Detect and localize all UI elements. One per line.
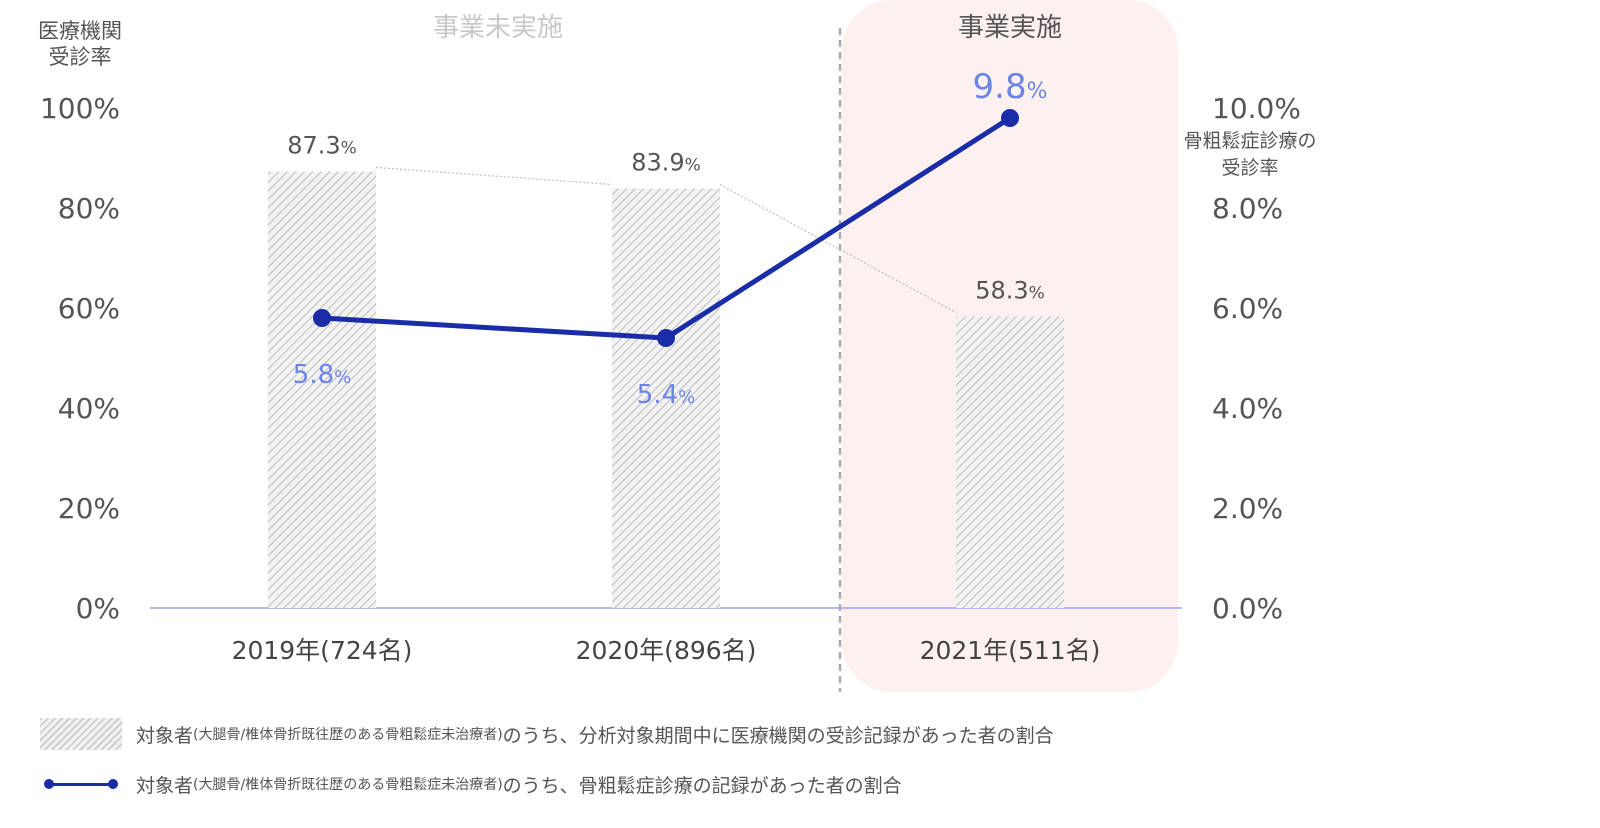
x-tick-label: 2019年(724名) [232,636,413,665]
legend-line-prefix: 対象者 [136,774,194,797]
y-left-tick-label: 20% [58,492,120,525]
y-right-tick-label: 6.0% [1212,292,1283,325]
line-label: 9.8% [973,67,1048,107]
y-left-axis-label: 受診率 [49,45,112,69]
legend-line-swatch [40,768,122,800]
legend-bars: 対象者 (大腿骨/椎体骨折既往歴のある骨粗鬆症未治療者) のうち、分析対象期間中に医… [40,718,1054,750]
y-right-tick-label: 4.0% [1212,392,1283,425]
line-label: 5.4% [637,380,695,410]
x-tick-label: 2020年(896名) [576,636,757,665]
x-tick-label: 2021年(511名) [920,636,1101,665]
region-label-after: 事業実施 [958,13,1062,43]
bar-label: 87.3% [287,132,357,160]
legend-bars-swatch [40,718,122,750]
y-left-tick-label: 40% [58,392,120,425]
bar [956,316,1064,608]
y-left-axis-label: 医療機関 [38,19,122,43]
y-right-tick-label: 10.0% [1212,92,1301,125]
bar-label: 83.9% [631,149,701,177]
y-left-tick-label: 60% [58,292,120,325]
legend-line-paren: (大腿骨/椎体骨折既往歴のある骨粗鬆症未治療者) [193,777,503,793]
line-label: 5.8% [293,360,351,390]
legend-line-suffix: のうち、骨粗鬆症診療の記録があった者の割合 [502,774,902,797]
y-right-tick-label: 0.0% [1212,592,1283,625]
bar-label: 58.3% [975,277,1045,305]
line-point [1001,109,1019,127]
line-point [313,309,331,327]
line-point [657,329,675,347]
chart: 事業未実施 事業実施医療機関受診率骨粗鬆症診療の受診率0%20%40%60%80%… [38,0,1317,692]
y-right-axis-label: 受診率 [1221,157,1278,179]
y-left-tick-label: 80% [58,192,120,225]
legend-bars-prefix: 対象者 [136,724,194,747]
y-right-tick-label: 8.0% [1212,192,1283,225]
legend-line: 対象者 (大腿骨/椎体骨折既往歴のある骨粗鬆症未治療者) のうち、骨粗鬆症診療の記録… [40,768,902,800]
y-left-tick-label: 100% [40,92,120,125]
y-right-tick-label: 2.0% [1212,492,1283,525]
bar [612,188,720,608]
region-label-before: 事業未実施 [433,13,563,43]
bar [268,171,376,608]
y-left-tick-label: 0% [76,592,120,625]
y-right-axis-label: 骨粗鬆症診療の [1183,130,1316,152]
bar-connector [719,183,957,314]
legend-bars-suffix: のうち、分析対象期間中に医療機関の受診記録があった者の割合 [502,724,1054,747]
bar-connector [375,166,613,186]
legend-bars-paren: (大腿骨/椎体骨折既往歴のある骨粗鬆症未治療者) [193,727,503,743]
